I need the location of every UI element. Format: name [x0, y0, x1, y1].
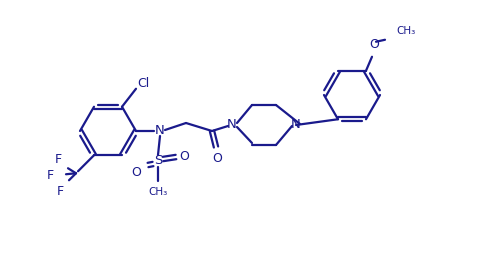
- Text: O: O: [212, 152, 222, 164]
- Text: N: N: [227, 118, 237, 131]
- Text: Cl: Cl: [137, 77, 149, 90]
- Text: O: O: [179, 151, 189, 164]
- Text: F: F: [54, 153, 61, 166]
- Text: O: O: [131, 165, 141, 178]
- Text: O: O: [369, 38, 379, 51]
- Text: CH₃: CH₃: [148, 187, 168, 197]
- Text: S: S: [154, 155, 162, 168]
- Text: N: N: [291, 118, 301, 131]
- Text: F: F: [56, 185, 64, 198]
- Text: CH₃: CH₃: [396, 26, 415, 36]
- Text: N: N: [155, 124, 165, 138]
- Text: F: F: [46, 169, 53, 182]
